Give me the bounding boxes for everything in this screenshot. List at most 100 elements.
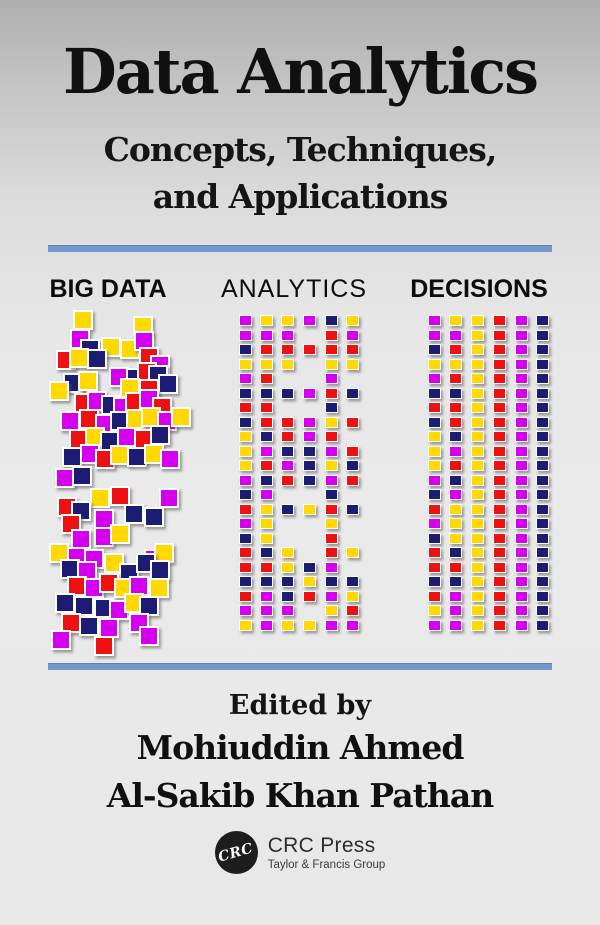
big-data-tile <box>80 339 100 359</box>
analytics-tile <box>260 590 273 602</box>
decisions-tile <box>515 590 528 602</box>
big-data-tile <box>133 316 153 336</box>
decisions-tile <box>471 619 484 631</box>
big-data-tile <box>62 447 82 467</box>
analytics-tile <box>239 547 252 558</box>
decisions-tile <box>493 547 506 558</box>
big-data-tile <box>74 393 94 413</box>
decisions-tile <box>536 503 549 515</box>
big-data-tile <box>69 348 89 368</box>
analytics-tile <box>239 489 252 500</box>
decisions-tile <box>515 605 528 616</box>
analytics-tile <box>239 344 252 355</box>
analytics-tile <box>260 329 273 341</box>
big-data-tile <box>60 411 80 431</box>
decisions-tile <box>493 619 506 631</box>
analytics-tile <box>239 402 252 413</box>
decisions-tile <box>493 416 506 428</box>
big-data-tile <box>55 468 75 488</box>
analytics-tile <box>303 619 316 631</box>
decisions-tile <box>471 373 484 384</box>
big-data-tile <box>127 447 147 467</box>
big-data-tile <box>125 392 145 412</box>
analytics-tile <box>260 344 273 355</box>
big-data-tile <box>79 409 99 429</box>
decisions-tile <box>449 474 462 486</box>
big-data-tile <box>149 578 169 598</box>
analytics-tile <box>325 387 338 399</box>
decisions-tile <box>536 387 549 399</box>
decisions-tile <box>515 431 528 442</box>
analytics-tile <box>346 358 359 370</box>
analytics-tile <box>325 518 338 529</box>
decisions-tile <box>449 373 462 384</box>
big-data-tile <box>148 365 168 385</box>
analytics-tile <box>239 416 252 428</box>
crc-logo-icon: CRC <box>214 831 258 874</box>
big-data-tile <box>72 466 92 486</box>
decisions-tile <box>428 431 441 442</box>
decisions-tile <box>515 532 528 544</box>
decisions-tile <box>449 576 462 587</box>
decisions-tile <box>471 416 484 428</box>
decisions-tile <box>449 503 462 515</box>
decisions-tile <box>515 518 528 529</box>
big-data-tile <box>90 488 110 508</box>
analytics-tile <box>260 474 273 486</box>
big-data-tile <box>94 598 114 618</box>
decisions-tile <box>428 503 441 515</box>
decisions-tile <box>536 576 549 587</box>
decisions-tile <box>536 547 549 558</box>
analytics-tile <box>260 503 273 515</box>
analytics-tile <box>281 344 294 355</box>
analytics-tile <box>281 416 294 428</box>
decisions-tile <box>515 329 528 341</box>
decisions-tile <box>428 329 441 341</box>
big-data-tile <box>94 636 114 656</box>
decisions-tile <box>428 344 441 355</box>
subtitle-line-2: and Applications <box>152 177 449 216</box>
decisions-tile <box>471 547 484 558</box>
decisions-tile <box>536 402 549 413</box>
analytics-tile <box>325 532 338 544</box>
analytics-tile <box>239 373 252 384</box>
analytics-tile <box>281 460 294 471</box>
big-data-tile <box>49 381 69 401</box>
analytics-tile <box>303 576 316 587</box>
crc-logo-text: CRC <box>216 839 256 866</box>
decisions-tile <box>493 518 506 529</box>
decisions-tile <box>428 445 441 457</box>
decisions-tile <box>471 518 484 529</box>
big-data-tile <box>73 310 93 330</box>
decisions-tile <box>493 503 506 515</box>
big-data-tile <box>126 368 146 388</box>
analytics-tile <box>303 387 316 399</box>
decisions-tile <box>471 387 484 399</box>
big-data-tile <box>139 626 159 646</box>
editor-name-2: Al-Sakib Khan Pathan <box>106 776 494 815</box>
decisions-tile <box>515 387 528 399</box>
decisions-tile <box>536 344 549 355</box>
analytics-tile <box>325 561 338 573</box>
analytics-tile <box>346 474 359 486</box>
decisions-tile <box>449 547 462 558</box>
decisions-tile <box>536 329 549 341</box>
decisions-tile <box>493 402 506 413</box>
decisions-tile <box>471 358 484 370</box>
big-data-tile <box>150 355 170 375</box>
big-data-tile <box>139 379 159 399</box>
decisions-tile <box>428 373 441 384</box>
big-data-tile <box>63 373 83 393</box>
analytics-tile <box>325 431 338 442</box>
big-data-tile <box>78 371 98 391</box>
decisions-tile <box>428 605 441 616</box>
subtitle-line-1: Concepts, Techniques, <box>103 130 498 169</box>
decisions-tile <box>449 445 462 457</box>
decisions-tile <box>449 416 462 428</box>
big-data-tile <box>120 339 140 359</box>
editor-names: Mohiuddin Ahmed Al-Sakib Khan Pathan <box>0 724 600 820</box>
analytics-tile <box>281 358 294 370</box>
big-data-tile <box>67 576 87 596</box>
decisions-tile <box>449 460 462 471</box>
